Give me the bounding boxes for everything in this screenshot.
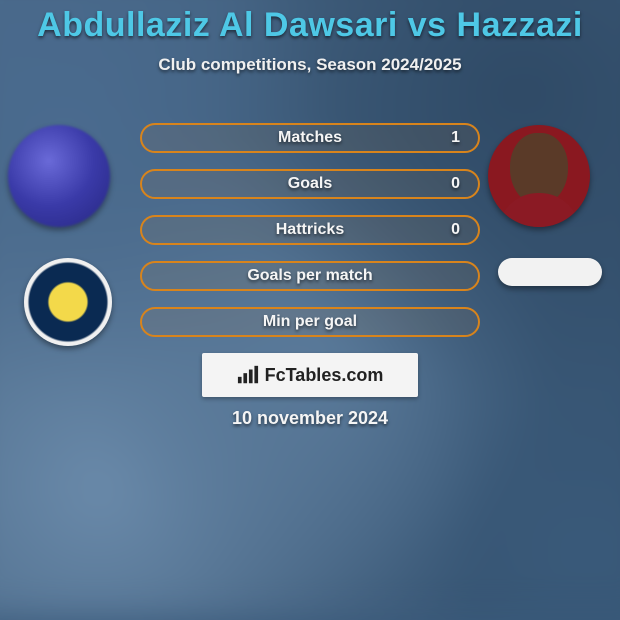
page-title: Abdullaziz Al Dawsari vs Hazzazi <box>0 6 620 45</box>
stat-label: Goals per match <box>142 263 478 289</box>
stat-label: Hattricks <box>142 217 478 243</box>
brand-box: FcTables.com <box>202 353 418 397</box>
stat-row-min-per-goal: Min per goal <box>140 307 480 337</box>
player-right-avatar <box>488 125 590 227</box>
stat-label: Min per goal <box>142 309 478 335</box>
stat-row-matches: Matches 1 <box>140 123 480 153</box>
stat-row-goals: Goals 0 <box>140 169 480 199</box>
stat-right-value: 1 <box>451 125 460 151</box>
page-subtitle: Club competitions, Season 2024/2025 <box>0 55 620 75</box>
stats-column: Matches 1 Goals 0 Hattricks 0 Goals per … <box>140 123 480 353</box>
bar-chart-icon <box>237 365 259 385</box>
club-left-badge <box>24 258 112 346</box>
stat-row-goals-per-match: Goals per match <box>140 261 480 291</box>
card-root: Abdullaziz Al Dawsari vs Hazzazi Club co… <box>0 0 620 580</box>
stat-label: Matches <box>142 125 478 151</box>
stat-row-hattricks: Hattricks 0 <box>140 215 480 245</box>
player-left-avatar <box>8 125 110 227</box>
club-right-badge <box>498 258 602 286</box>
stat-right-value: 0 <box>451 217 460 243</box>
stat-label: Goals <box>142 171 478 197</box>
brand-text: FcTables.com <box>265 365 384 386</box>
stat-right-value: 0 <box>451 171 460 197</box>
snapshot-date: 10 november 2024 <box>0 408 620 429</box>
